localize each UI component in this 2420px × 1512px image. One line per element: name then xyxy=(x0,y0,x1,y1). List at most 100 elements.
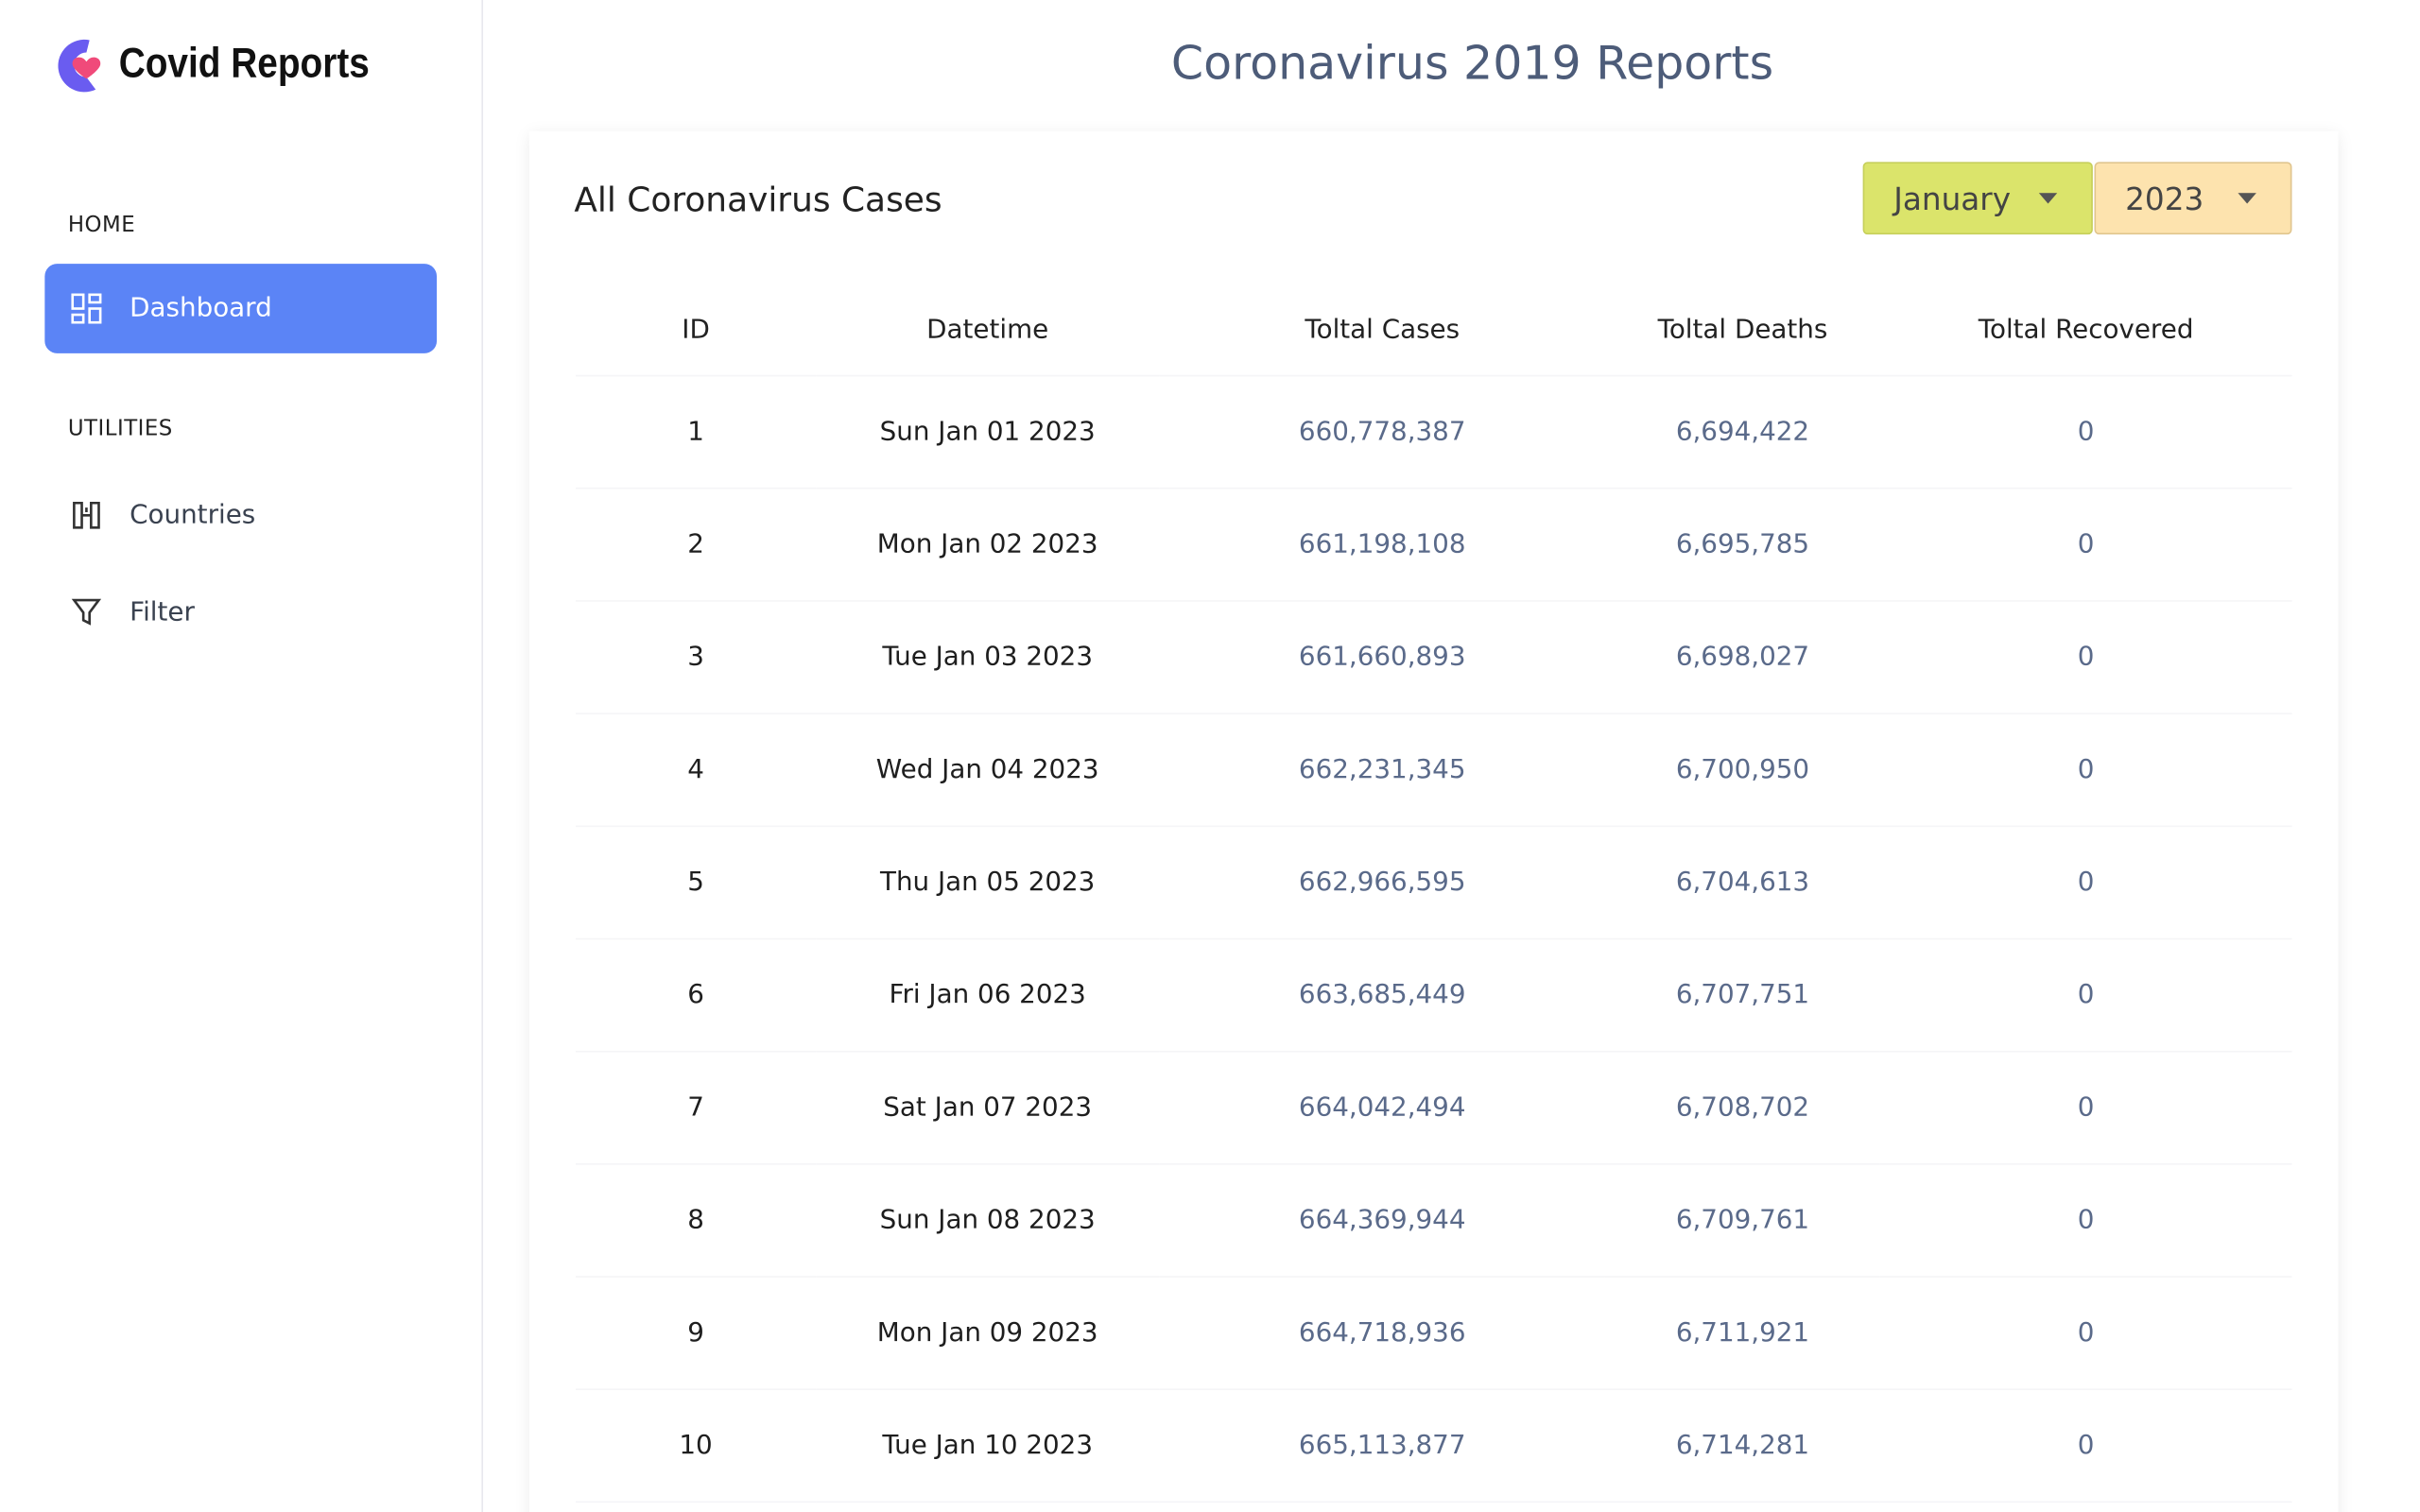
table-cell: 6,704,613 xyxy=(1605,825,1880,939)
icon xyxy=(71,293,102,324)
card-title: All Coronavirus Cases xyxy=(574,181,942,221)
table-cell: 9 xyxy=(575,1276,817,1390)
icon xyxy=(73,501,100,529)
table-cell: 6,700,950 xyxy=(1605,713,1880,827)
table-row: 5 Thu Jan 05 2023 662,966,595 6,704,613 0 xyxy=(575,825,2292,939)
nav-filter[interactable]: Filter xyxy=(44,568,437,658)
table-cell: 0 xyxy=(1879,374,2292,489)
table-cell: 6,698,027 xyxy=(1605,600,1880,714)
table-cell: 6,711,921 xyxy=(1605,1276,1880,1390)
table-cell: Sun Jan 08 2023 xyxy=(816,1163,1160,1278)
logo-icon xyxy=(58,39,101,93)
table-cell: 6,694,422 xyxy=(1605,374,1880,489)
table-cell: 0 xyxy=(1879,487,2292,601)
table-cell: Fri Jan 06 2023 xyxy=(816,937,1160,1052)
year-select[interactable]: 2023 xyxy=(2094,162,2292,235)
table-cell: 665,620,426 xyxy=(1159,1501,1606,1512)
table-cell: 0 xyxy=(1879,713,2292,827)
table-row: 2 Mon Jan 02 2023 661,198,108 6,695,785 0 xyxy=(575,487,2292,601)
caret xyxy=(2238,193,2256,204)
table-cell: 661,198,108 xyxy=(1159,487,1606,601)
column-header: Toltal Deaths xyxy=(1657,315,1828,346)
nav-dashboard[interactable]: Dashboard xyxy=(44,264,438,353)
table-cell: 6,709,761 xyxy=(1605,1163,1880,1278)
sidebar: Covid Reports HOME Dashboard UTILITIES C… xyxy=(0,0,484,1512)
table-cell: 6,717,557 xyxy=(1605,1501,1880,1512)
table-cell: Wed Jan 04 2023 xyxy=(816,713,1160,827)
table-cell: 3 xyxy=(575,600,817,714)
page-title: Coronavirus 2019 Reports xyxy=(1170,37,1774,92)
card: All Coronavirus Cases January 2023 ID Dat… xyxy=(528,130,2339,1512)
select-value: 2023 xyxy=(2125,180,2204,217)
table-cell: 0 xyxy=(1879,600,2292,714)
table-cell: 664,042,494 xyxy=(1159,1050,1606,1164)
nav-label: Dashboard xyxy=(130,293,272,324)
nav-label: Countries xyxy=(130,499,256,531)
column-header: ID xyxy=(682,315,710,346)
table-cell: 1 xyxy=(575,374,817,489)
table-cell: 664,369,944 xyxy=(1159,1163,1606,1278)
table-cell: 663,685,449 xyxy=(1159,937,1606,1052)
column-header: Toltal Recovered xyxy=(1978,315,2194,346)
header-row: ID Datetime Toltal Cases Toltal Deaths Tolta… xyxy=(576,285,2292,376)
table-cell: 0 xyxy=(1879,825,2292,939)
table-cell: 7 xyxy=(575,1050,817,1164)
table-cell: 665,113,877 xyxy=(1159,1388,1606,1503)
table-cell: Tue Jan 03 2023 xyxy=(816,600,1160,714)
nav-countries[interactable]: Countries xyxy=(44,471,437,560)
icon xyxy=(71,598,102,626)
table-row: 10 Tue Jan 10 2023 665,113,877 6,714,281 0 xyxy=(575,1388,2292,1503)
table-cell: 5 xyxy=(575,825,817,939)
section-title: UTILITIES xyxy=(67,416,173,441)
caret xyxy=(2038,193,2058,204)
table-cell: Tue Jan 10 2023 xyxy=(816,1388,1160,1503)
table-cell: 6 xyxy=(575,937,817,1052)
table-cell: 0 xyxy=(1879,1050,2292,1164)
table-cell: Sat Jan 07 2023 xyxy=(816,1050,1160,1164)
table-cell: 8 xyxy=(575,1163,817,1278)
table-cell: 661,660,893 xyxy=(1159,600,1606,714)
table-cell: 662,231,345 xyxy=(1159,713,1606,827)
table-cell: 0 xyxy=(1879,1163,2292,1278)
table-cell: Mon Jan 09 2023 xyxy=(816,1276,1160,1390)
column-header: Toltal Cases xyxy=(1305,315,1461,346)
table-cell: 660,778,387 xyxy=(1159,374,1606,489)
table-row: 4 Wed Jan 04 2023 662,231,345 6,700,950 0 xyxy=(575,713,2292,827)
month-select[interactable]: January xyxy=(1862,162,2093,235)
table-cell: 0 xyxy=(1879,937,2292,1052)
table-cell: 664,718,936 xyxy=(1159,1276,1606,1390)
table-body: 1 Sun Jan 01 2023 660,778,387 6,694,422 0 2 Mo… xyxy=(575,374,2292,1512)
table-row: 8 Sun Jan 08 2023 664,369,944 6,709,761 0 xyxy=(575,1163,2292,1278)
column-header: Datetime xyxy=(926,315,1049,346)
table-cell: 2 xyxy=(575,487,817,601)
nav-label: Filter xyxy=(130,596,195,628)
table-cell: 0 xyxy=(1879,1501,2292,1512)
table-cell: 0 xyxy=(1879,1276,2292,1390)
table-row: 1 Sun Jan 01 2023 660,778,387 6,694,422 0 xyxy=(575,374,2292,489)
table-cell: 6,714,281 xyxy=(1605,1388,1880,1503)
brand: Covid Reports xyxy=(118,40,370,87)
select-value: January xyxy=(1893,180,2012,217)
section-title: HOME xyxy=(67,213,136,238)
table-cell: Wed Jan 11 2023 xyxy=(816,1501,1160,1512)
table-cell: 11 xyxy=(575,1501,817,1512)
table-cell: 10 xyxy=(575,1388,817,1503)
table-cell: 6,708,702 xyxy=(1605,1050,1880,1164)
table-cell: Mon Jan 02 2023 xyxy=(816,487,1160,601)
table-row: 6 Fri Jan 06 2023 663,685,449 6,707,751 0 xyxy=(575,937,2292,1052)
table-row: 3 Tue Jan 03 2023 661,660,893 6,698,027 0 xyxy=(575,600,2292,714)
table-cell: Thu Jan 05 2023 xyxy=(816,825,1160,939)
table-cell: 6,695,785 xyxy=(1605,487,1880,601)
table-cell: 0 xyxy=(1879,1388,2292,1503)
table-cell: 6,707,751 xyxy=(1605,937,1880,1052)
table-row: 9 Mon Jan 09 2023 664,718,936 6,711,921 0 xyxy=(575,1276,2292,1390)
table-cell: 4 xyxy=(575,713,817,827)
table-cell: 662,966,595 xyxy=(1159,825,1606,939)
cases-table: ID Datetime Toltal Cases Toltal Deaths Tolta… xyxy=(575,285,2292,1512)
table-row: 7 Sat Jan 07 2023 664,042,494 6,708,702 0 xyxy=(575,1050,2292,1164)
table-cell: Sun Jan 01 2023 xyxy=(816,374,1160,489)
